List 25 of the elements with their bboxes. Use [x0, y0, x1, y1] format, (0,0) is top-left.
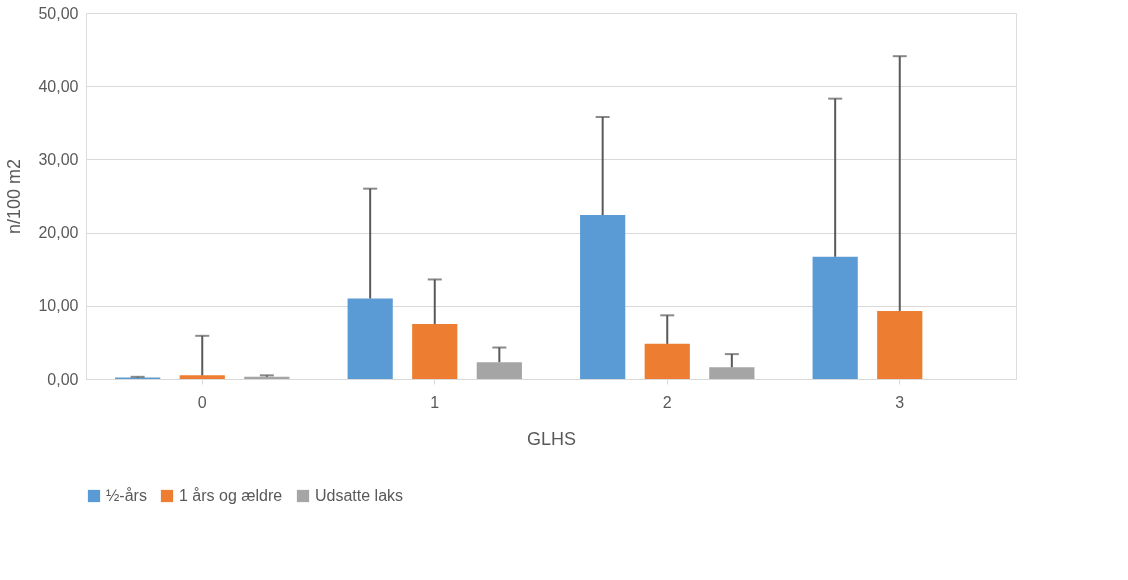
bar: [877, 310, 923, 379]
bar: [580, 215, 626, 379]
y-tick-label: 40,00: [38, 77, 79, 95]
bar: [476, 362, 522, 379]
x-tick-label: 2: [662, 393, 672, 411]
y-tick-label: 0,00: [47, 370, 79, 388]
bar: [812, 256, 858, 379]
x-tick-label: 3: [895, 393, 905, 411]
y-axis-title: n/100 m2: [4, 158, 25, 235]
bar: [347, 298, 393, 379]
bar: [709, 367, 755, 379]
legend-label: 1 års og ældre: [179, 487, 283, 504]
y-tick-label: 10,00: [38, 297, 79, 315]
bar: [644, 343, 690, 379]
x-tick-label: 1: [430, 393, 440, 411]
bar: [244, 376, 290, 379]
x-axis-title: GLHS: [526, 428, 577, 449]
y-tick-label: 50,00: [38, 4, 79, 22]
bar: [412, 324, 458, 379]
y-tick-label: 30,00: [38, 150, 79, 168]
bar: [179, 375, 225, 379]
x-tick-label: 0: [197, 393, 207, 411]
legend-label: Udsatte laks: [315, 487, 404, 504]
legend-label: ½-års: [106, 487, 147, 504]
y-tick-label: 20,00: [38, 224, 79, 242]
